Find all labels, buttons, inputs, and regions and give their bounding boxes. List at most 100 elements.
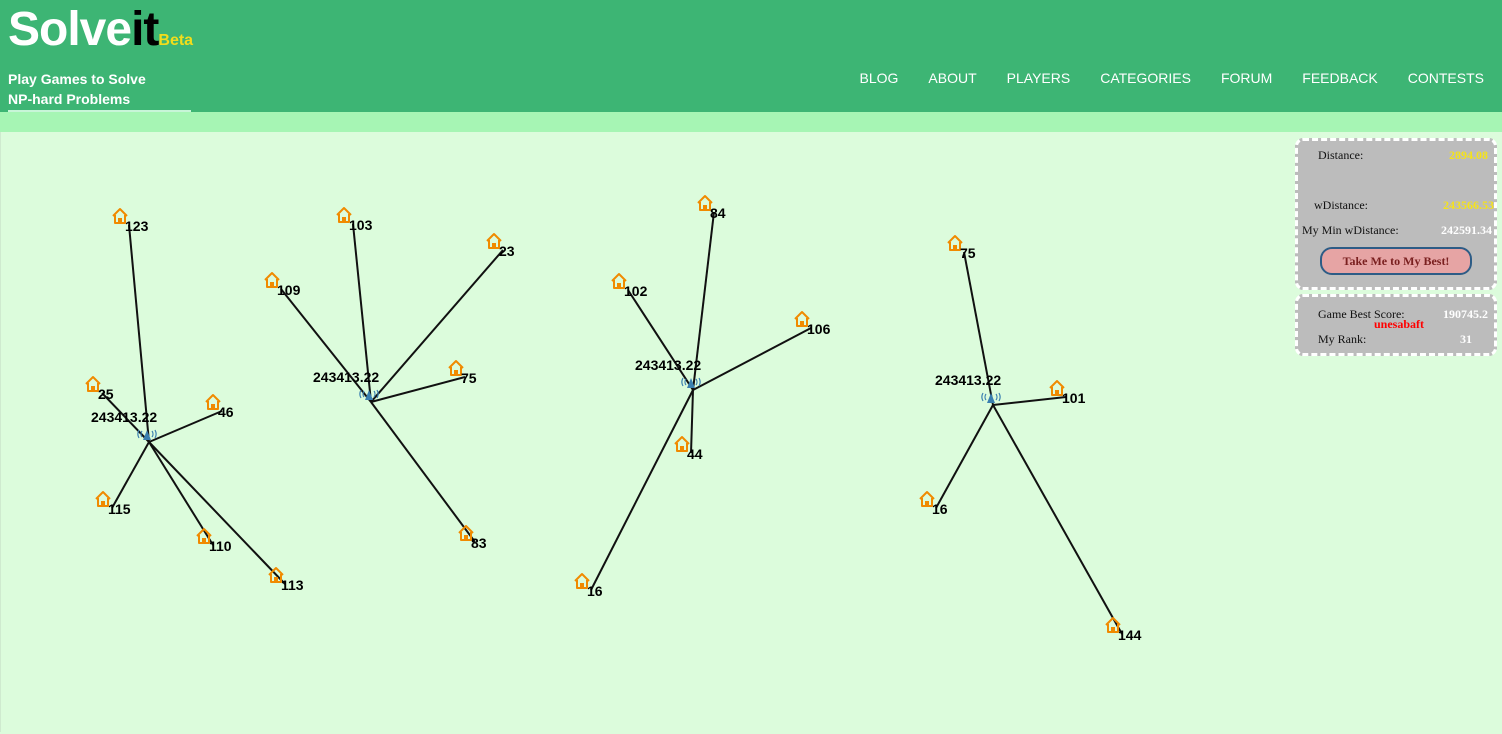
game-best-user[interactable]: unesabaft — [1374, 317, 1425, 331]
house-icon[interactable] — [196, 528, 212, 544]
house-icon[interactable] — [336, 207, 352, 223]
main-nav: BLOG ABOUT PLAYERS CATEGORIES FORUM FEED… — [830, 70, 1484, 86]
house-icon[interactable] — [1049, 380, 1065, 396]
house-label: 102 — [624, 283, 648, 299]
nav-about[interactable]: ABOUT — [928, 70, 977, 86]
house-icon[interactable] — [674, 436, 690, 452]
connection-line — [690, 389, 694, 454]
house-icon[interactable] — [794, 311, 810, 327]
house-door — [91, 386, 95, 391]
house-label: 106 — [807, 321, 831, 337]
connection-line — [692, 327, 812, 391]
house-label: 16 — [932, 501, 948, 517]
signal-waves — [137, 429, 157, 439]
house-door — [202, 538, 206, 543]
house-label: 101 — [1062, 390, 1086, 406]
nav-contests[interactable]: CONTESTS — [1407, 70, 1484, 86]
house-icon[interactable] — [85, 376, 101, 392]
house-door — [211, 404, 215, 409]
signal-waves — [981, 392, 1001, 402]
site-logo[interactable]: SolveitBeta — [8, 2, 193, 60]
network-canvas[interactable]: 123 25 46 115 110 113 243413.22 103 109 23 75 83 243… — [1, 132, 1501, 732]
sub-header-bar — [0, 112, 1502, 132]
house-label: 75 — [960, 245, 976, 261]
house-icon[interactable] — [112, 208, 128, 224]
tower-body — [365, 390, 373, 400]
house-label: 25 — [98, 386, 114, 402]
wdistance-label: wDistance: — [1314, 198, 1368, 212]
nav-feedback[interactable]: FEEDBACK — [1302, 70, 1378, 86]
distance-label: Distance: — [1318, 148, 1364, 162]
house-icon[interactable] — [611, 273, 627, 289]
house-door — [680, 446, 684, 451]
house-door — [925, 501, 929, 506]
nav-blog[interactable]: BLOG — [859, 70, 899, 86]
connection-line — [148, 410, 223, 443]
connection-line — [992, 396, 1067, 406]
hub-label: 243413.22 — [935, 372, 1001, 388]
house-icon[interactable] — [95, 491, 111, 507]
score-panel: Distance: 2894.08 wDistance: 243566.53 M… — [1295, 138, 1497, 290]
nav-forum[interactable]: FORUM — [1220, 70, 1273, 86]
house-door — [274, 577, 278, 582]
house-icon[interactable] — [486, 233, 502, 249]
house-label: 123 — [125, 218, 149, 234]
house-door — [703, 205, 707, 210]
tagline-line2: NP-hard Problems — [8, 91, 131, 107]
nav-categories[interactable]: CATEGORIES — [1100, 70, 1191, 86]
house-label: 16 — [587, 583, 603, 599]
hub-label: 243413.22 — [635, 357, 701, 373]
house-icon[interactable] — [264, 272, 280, 288]
house-door — [464, 535, 468, 540]
logo-it: it — [131, 3, 159, 56]
connection-line — [627, 289, 694, 391]
antenna-tower-icon[interactable] — [137, 429, 157, 440]
house-label: 113 — [281, 577, 304, 593]
house-icon[interactable] — [574, 573, 590, 589]
antenna-tower-icon[interactable] — [359, 389, 379, 400]
connection-line — [590, 389, 694, 591]
connection-line — [370, 249, 504, 403]
connection-line — [370, 401, 476, 543]
house-icon[interactable] — [947, 235, 963, 251]
game-board[interactable]: 123 25 46 115 110 113 243413.22 103 109 23 75 83 243… — [0, 132, 1501, 732]
leaderboard-panel: Game Best Score: 190745.2 unesabaft My R… — [1295, 294, 1497, 356]
connection-line — [128, 224, 150, 443]
house-icon[interactable] — [458, 525, 474, 541]
house-label: 109 — [277, 282, 301, 298]
antenna-tower-icon[interactable] — [681, 377, 701, 388]
house-door — [1111, 627, 1115, 632]
distance-value: 2894.08 — [1449, 148, 1488, 162]
house-icon[interactable] — [919, 491, 935, 507]
house-label: 84 — [710, 205, 726, 221]
house-label: 46 — [218, 404, 234, 420]
house-icon[interactable] — [448, 360, 464, 376]
house-door — [101, 501, 105, 506]
my-rank-label: My Rank: — [1318, 332, 1367, 346]
house-icon[interactable] — [697, 195, 713, 211]
house-icon[interactable] — [268, 567, 284, 583]
logo-beta: Beta — [158, 32, 194, 49]
connection-line — [963, 251, 994, 406]
house-label: 115 — [108, 501, 131, 517]
house-label: 23 — [499, 243, 515, 259]
game-best-label: Game Best Score: — [1318, 307, 1405, 321]
house-label: 83 — [471, 535, 487, 551]
house-icon[interactable] — [205, 394, 221, 410]
house-icon[interactable] — [1105, 617, 1121, 633]
connection-line — [280, 288, 372, 403]
house-door — [953, 245, 957, 250]
take-me-to-best-button[interactable]: Take Me to My Best! — [1320, 247, 1472, 275]
nav-players[interactable]: PLAYERS — [1006, 70, 1071, 86]
connection-line — [370, 376, 466, 403]
tagline: Play Games to Solve NP-hard Problems — [8, 69, 191, 112]
antenna-tower-icon[interactable] — [981, 392, 1001, 403]
connection-line — [992, 404, 1123, 635]
house-label: 103 — [349, 217, 373, 233]
signal-waves — [681, 377, 701, 387]
house-door — [454, 370, 458, 375]
connection-line — [352, 223, 372, 403]
connection-line — [111, 441, 150, 509]
tower-body — [143, 430, 151, 440]
signal-waves — [359, 389, 379, 399]
